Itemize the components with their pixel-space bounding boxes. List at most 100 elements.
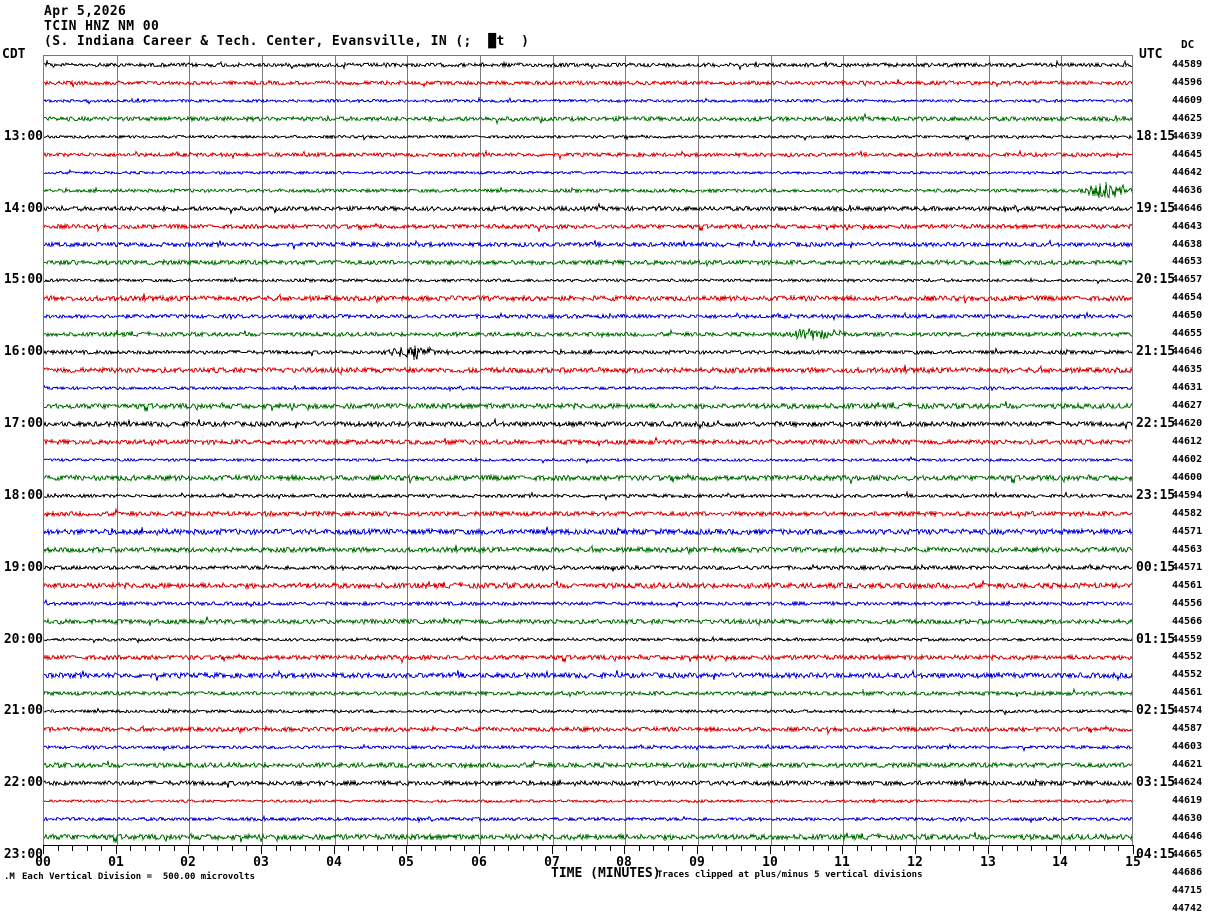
minute-tick-major	[43, 845, 44, 854]
minute-tick-minor	[363, 845, 364, 851]
minute-label: 14	[1052, 855, 1068, 870]
minute-tick-minor	[494, 845, 495, 851]
right-hour-label: 02:15	[1136, 703, 1176, 719]
left-hour-label: 21:00	[3, 703, 43, 719]
dc-value: 44600	[1172, 471, 1203, 483]
seismic-trace	[44, 831, 1132, 843]
minute-tick-minor	[508, 845, 509, 851]
seismic-trace	[44, 687, 1132, 698]
dc-value: 44630	[1172, 813, 1203, 825]
right-hour-label: 20:15	[1136, 272, 1176, 288]
minute-tick-major	[479, 845, 480, 854]
dc-value: 44589	[1172, 58, 1203, 70]
seismic-trace	[44, 598, 1132, 608]
dc-value: 44639	[1172, 130, 1203, 142]
minute-label: 00	[35, 855, 51, 870]
dc-value: 44646	[1172, 346, 1203, 358]
minute-label: 09	[689, 855, 705, 870]
header-date: Apr 5,2026	[44, 4, 127, 19]
helicorder-plot[interactable]	[43, 55, 1133, 845]
minute-label: 07	[544, 855, 560, 870]
minute-axis-line	[43, 845, 1134, 846]
minute-tick-minor	[421, 845, 422, 851]
minute-label: 12	[907, 855, 923, 870]
minute-label: 13	[980, 855, 996, 870]
grid-line-vertical	[625, 56, 626, 845]
header-site-description: (S. Indiana Career & Tech. Center, Evans…	[44, 34, 530, 49]
grid-line-vertical	[189, 56, 190, 845]
dc-value: 44657	[1172, 274, 1203, 286]
minute-tick-minor	[348, 845, 349, 851]
dc-value: 44582	[1172, 507, 1203, 519]
seismic-trace	[44, 112, 1132, 126]
minute-tick-minor	[857, 845, 858, 851]
minute-tick-minor	[813, 845, 814, 851]
seismic-trace	[44, 635, 1132, 644]
dc-value: 44602	[1172, 453, 1203, 465]
right-axis-timezone-label: UTC	[1139, 47, 1163, 62]
minute-tick-minor	[712, 845, 713, 851]
minute-tick-major	[1060, 845, 1061, 854]
dc-value: 44742	[1172, 902, 1203, 914]
minute-label: 01	[108, 855, 124, 870]
dc-column-header: DC	[1181, 38, 1195, 51]
seismic-trace	[44, 96, 1132, 105]
seismic-trace	[44, 814, 1132, 824]
minute-tick-minor	[1002, 845, 1003, 851]
dc-value: 44665	[1172, 848, 1203, 860]
minute-tick-minor	[1104, 845, 1105, 851]
seismic-trace	[44, 293, 1132, 305]
dc-value: 44624	[1172, 777, 1203, 789]
minute-label: 10	[762, 855, 778, 870]
dc-value: 44646	[1172, 831, 1203, 843]
minute-tick-major	[842, 845, 843, 854]
grid-line-vertical	[989, 56, 990, 845]
seismic-trace	[44, 149, 1132, 161]
seismic-trace	[44, 760, 1132, 770]
dc-value: 44650	[1172, 310, 1203, 322]
seismic-trace	[44, 258, 1132, 268]
minute-tick-minor	[1046, 845, 1047, 851]
seismic-trace	[44, 798, 1132, 805]
minute-tick-major	[697, 845, 698, 854]
dc-value: 44559	[1172, 633, 1203, 645]
left-time-axis: 13:00 14:00 15:00 16:00 17:00 18:00 19:00 20:00…	[0, 0, 43, 886]
minute-tick-major	[988, 845, 989, 854]
minute-label: 15	[1125, 855, 1141, 870]
seismic-trace	[44, 472, 1132, 484]
grid-line-vertical	[117, 56, 118, 845]
right-hour-label: 19:15	[1136, 200, 1176, 216]
dc-value: 44609	[1172, 94, 1203, 106]
seismic-trace	[44, 168, 1132, 176]
dc-value: 44636	[1172, 184, 1203, 196]
minute-tick-minor	[145, 845, 146, 851]
dc-value: 44655	[1172, 328, 1203, 340]
seismic-trace	[44, 310, 1132, 322]
right-hour-label: 18:15	[1136, 128, 1176, 144]
seismic-trace	[44, 59, 1132, 71]
right-time-axis: 18:15 19:15 20:15 21:15 22:15 23:15 00:15 01:15…	[1136, 0, 1210, 886]
dc-value: 44638	[1172, 238, 1203, 250]
grid-line-vertical	[407, 56, 408, 845]
seismic-trace	[44, 364, 1132, 376]
left-hour-label: 15:00	[3, 272, 43, 288]
dc-value: 44642	[1172, 166, 1203, 178]
left-hour-label: 17:00	[3, 416, 43, 432]
seismic-trace	[44, 490, 1132, 502]
minute-tick-major	[116, 845, 117, 854]
dc-value: 44635	[1172, 364, 1203, 376]
seismic-trace	[44, 563, 1132, 573]
dc-value: 44643	[1172, 220, 1203, 232]
right-hour-label: 03:15	[1136, 775, 1176, 791]
minute-tick-minor	[319, 845, 320, 851]
minute-tick-major	[552, 845, 553, 854]
seismic-trace	[44, 401, 1132, 412]
minute-tick-minor	[610, 845, 611, 851]
minute-tick-minor	[741, 845, 742, 851]
minute-tick-major	[624, 845, 625, 854]
minute-tick-minor	[1031, 845, 1032, 851]
grid-line-vertical	[480, 56, 481, 845]
grid-line-vertical	[262, 56, 263, 845]
seismic-trace	[44, 668, 1132, 682]
